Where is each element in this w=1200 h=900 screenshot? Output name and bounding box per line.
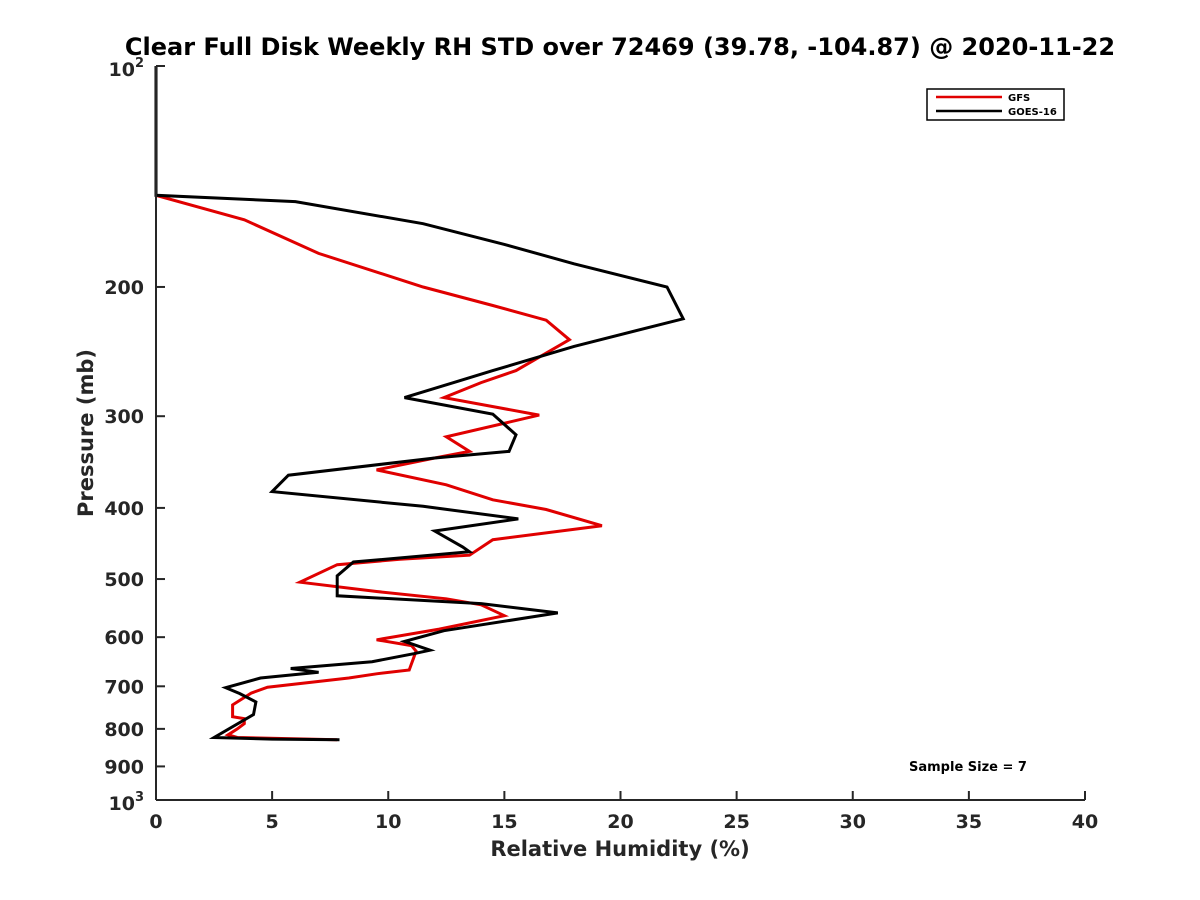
x-tick-label-35: 35 bbox=[956, 811, 982, 833]
x-tick-label-40: 40 bbox=[1072, 811, 1098, 833]
legend-box bbox=[926, 88, 1065, 121]
x-ticks: 0 5 10 15 20 25 30 35 40 bbox=[149, 791, 1098, 833]
x-tick-label-30: 30 bbox=[840, 811, 866, 833]
y-axis-label: Pressure (mb) bbox=[74, 349, 98, 517]
series-layer bbox=[154, 66, 686, 742]
chart-title: Clear Full Disk Weekly RH STD over 72469… bbox=[125, 33, 1115, 61]
axes bbox=[155, 66, 1085, 801]
y-tick-label-400: 400 bbox=[104, 498, 144, 520]
y-tick-label-600: 600 bbox=[104, 627, 144, 649]
sample-size-annotation: Sample Size = 7 bbox=[909, 760, 1027, 775]
x-tick-label-5: 5 bbox=[266, 811, 279, 833]
y-tick-label-300: 300 bbox=[104, 406, 144, 428]
series-line-goes16 bbox=[154, 66, 686, 742]
legend: GFS GOES-16 bbox=[926, 88, 1065, 121]
legend-label-gfs: GFS bbox=[1008, 93, 1030, 104]
y-tick-label-bottom: 103 bbox=[109, 790, 145, 815]
y-tick-label-200: 200 bbox=[104, 277, 144, 299]
x-axis-label: Relative Humidity (%) bbox=[490, 837, 749, 861]
series-line-gfs bbox=[154, 66, 603, 742]
x-tick-label-0: 0 bbox=[149, 811, 162, 833]
y-tick-label-900: 900 bbox=[104, 756, 144, 778]
y-tick-label-700: 700 bbox=[104, 676, 144, 698]
x-tick-label-10: 10 bbox=[375, 811, 401, 833]
legend-label-goes16: GOES-16 bbox=[1008, 107, 1057, 118]
y-tick-label-800: 800 bbox=[104, 719, 144, 741]
y-tick-label-500: 500 bbox=[104, 569, 144, 591]
y-ticks: 200 300 400 500 600 700 800 900 102 103 bbox=[104, 56, 165, 815]
y-tick-label-top: 102 bbox=[109, 56, 145, 81]
x-tick-label-25: 25 bbox=[723, 811, 749, 833]
x-tick-label-20: 20 bbox=[607, 811, 633, 833]
x-tick-label-15: 15 bbox=[491, 811, 517, 833]
